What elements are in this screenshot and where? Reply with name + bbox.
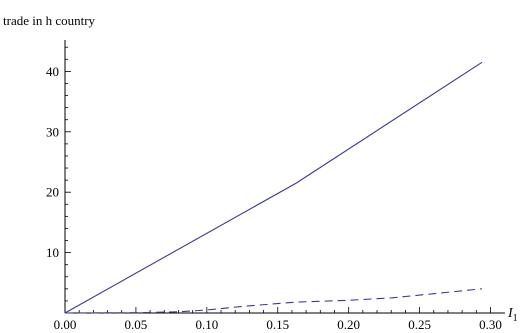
solid-series-line bbox=[64, 61, 483, 314]
x-tick-label: 0.30 bbox=[479, 317, 502, 332]
x-axis-label: I1 bbox=[507, 306, 518, 324]
x-tick-label: 0.00 bbox=[54, 317, 77, 332]
x-axis-label-base: I bbox=[507, 306, 514, 321]
x-tick-label: 0.05 bbox=[125, 317, 148, 332]
x-tick-label: 0.20 bbox=[337, 317, 360, 332]
y-tick-label: 30 bbox=[46, 124, 59, 139]
dashed-series-line bbox=[64, 288, 483, 314]
y-tick-label: 40 bbox=[46, 64, 59, 79]
x-tick-label: 0.10 bbox=[195, 317, 218, 332]
x-tick-label: 0.15 bbox=[266, 317, 289, 332]
series-layer bbox=[64, 61, 483, 314]
axis-ticks: 0.00 0.05 0.10 0.15 0.20 0.25 0.30 10 20 30 40 bbox=[46, 46, 502, 332]
x-axis-label-sub: 1 bbox=[513, 313, 518, 324]
y-axis-label: trade in h country bbox=[3, 13, 96, 28]
y-tick-label: 10 bbox=[46, 245, 59, 260]
y-tick-label: 20 bbox=[46, 185, 59, 200]
x-tick-label: 0.25 bbox=[408, 317, 431, 332]
